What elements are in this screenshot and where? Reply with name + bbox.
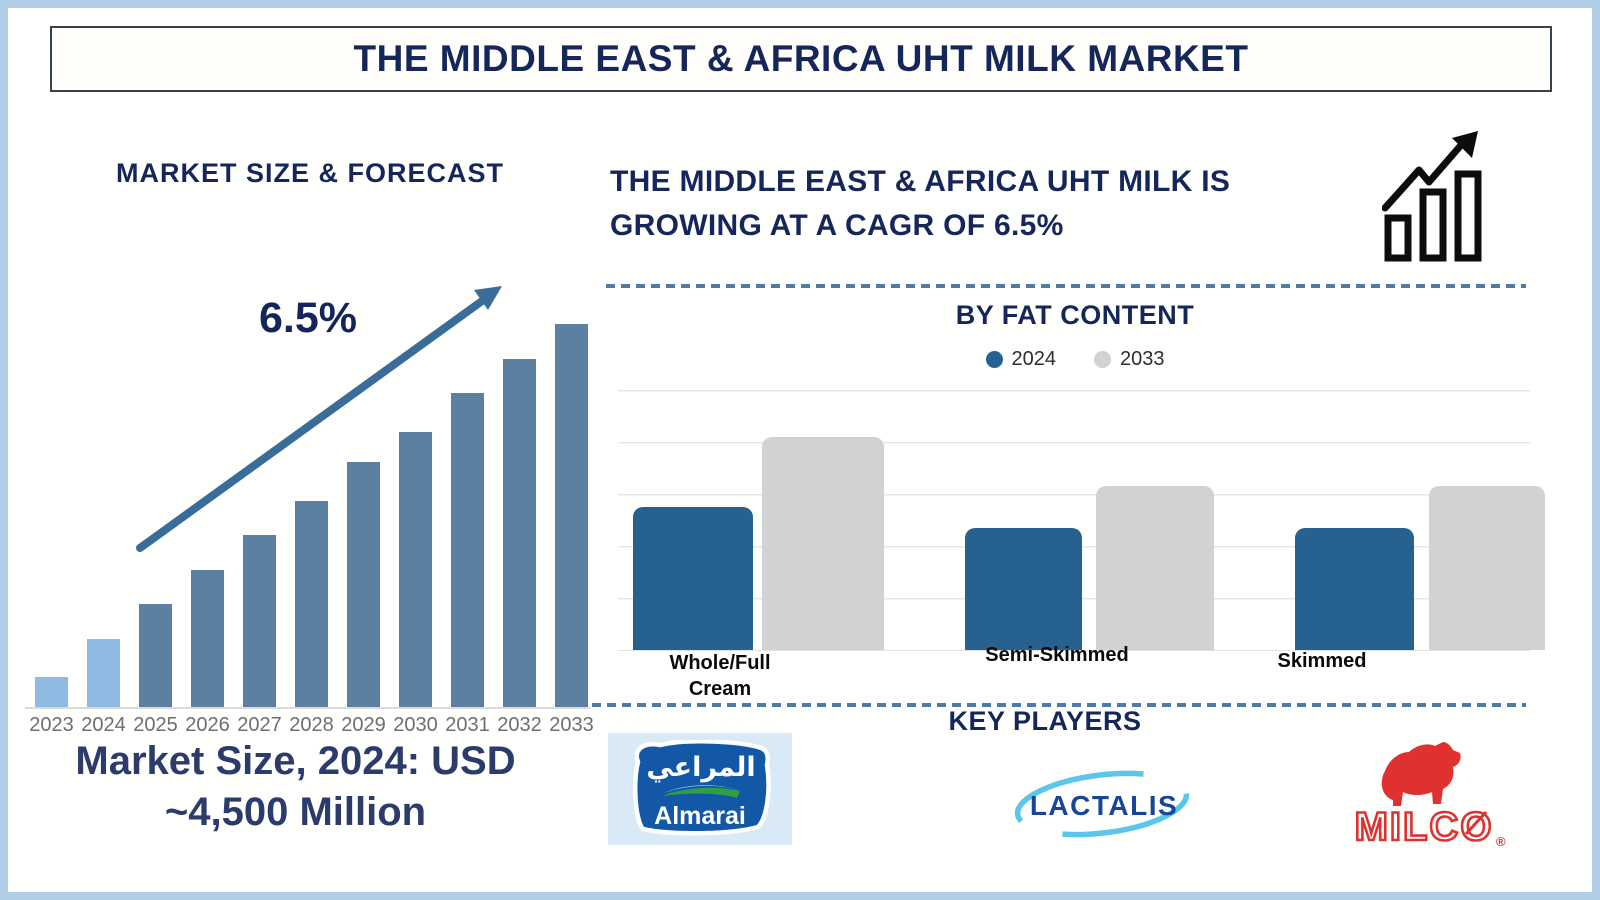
fat-bar-2024-category-0 <box>633 507 753 650</box>
fat-content-chart-title: BY FAT CONTENT <box>955 300 1195 330</box>
bar-growth-icon <box>1382 131 1482 262</box>
fat-category-label: Whole/Full Cream <box>669 652 771 700</box>
forecast-year-label: 2033 <box>549 714 594 736</box>
forecast-year-label: 2028 <box>289 714 334 736</box>
cagr-headline: THE MIDDLE EAST & AFRICA UHT MILK IS GRO… <box>610 160 1380 248</box>
forecast-bar-2027 <box>243 535 276 708</box>
milco-logo: MILCO ® <box>1346 740 1510 852</box>
title-banner: THE MIDDLE EAST & AFRICA UHT MILK MARKET <box>50 26 1552 92</box>
headline-line-2: GROWING AT A CAGR OF 6.5% <box>610 209 1064 243</box>
fat-bar-2033-category-2 <box>1429 486 1545 650</box>
legend-label: 2024 <box>1011 348 1057 370</box>
forecast-bar-2030 <box>399 431 432 708</box>
forecast-bar-2031 <box>451 393 484 708</box>
fat-content-legend: 2024 2033 <box>875 348 1275 371</box>
legend-item-2024: 2024 <box>985 348 1057 371</box>
page-title: THE MIDDLE EAST & AFRICA UHT MILK MARKET <box>353 38 1249 79</box>
lactalis-logo-graphic: LACTALIS <box>1014 770 1190 838</box>
fat-bar-2024-category-2 <box>1295 527 1414 650</box>
market-size-section-title: MARKET SIZE & FORECAST <box>115 158 504 188</box>
fat-content-bar-chart <box>618 390 1545 651</box>
forecast-baseline <box>25 707 590 709</box>
forecast-year-label: 2027 <box>237 714 282 736</box>
forecast-year-label: 2029 <box>341 714 386 736</box>
headline-line-1: THE MIDDLE EAST & AFRICA UHT MILK IS <box>610 165 1231 198</box>
forecast-year-label: 2024 <box>81 714 126 736</box>
almarai-arabic-text: المراعي <box>646 752 755 783</box>
fat-bar-2033-category-0 <box>762 436 884 650</box>
caption-line-2: ~4,500 Million <box>164 789 427 834</box>
lactalis-logo: LACTALIS <box>1012 760 1192 848</box>
milco-cow-silhouette <box>1381 742 1461 806</box>
fat-bar-2033-category-1 <box>1096 486 1214 650</box>
legend-swatch-2024 <box>985 351 1003 368</box>
forecast-bar-2025 <box>139 604 172 708</box>
key-players-title: KEY PLAYERS <box>948 706 1142 736</box>
milco-logo-graphic: MILCO ® <box>1353 742 1506 850</box>
legend-item-2033: 2033 <box>1094 348 1165 371</box>
forecast-bar-2023 <box>35 677 68 708</box>
forecast-bar-2033 <box>555 324 588 708</box>
fat-bar-2024-category-1 <box>965 527 1082 650</box>
forecast-year-label: 2030 <box>393 714 438 736</box>
forecast-year-label: 2023 <box>29 714 74 736</box>
almarai-wordmark: Almarai <box>654 802 746 830</box>
forecast-year-label: 2031 <box>445 714 490 736</box>
legend-swatch-2033 <box>1094 351 1111 368</box>
caption-line-1: Market Size, 2024: USD <box>75 739 516 783</box>
almarai-logo-graphic: المراعي Almarai <box>633 740 771 836</box>
milco-registered-mark: ® <box>1496 834 1506 849</box>
lactalis-wordmark: LACTALIS <box>1030 790 1178 821</box>
dashed-divider-bottom <box>592 703 1526 707</box>
forecast-bar-chart <box>35 324 607 708</box>
forecast-year-label: 2025 <box>133 714 178 736</box>
forecast-bar-2026 <box>191 569 224 708</box>
forecast-year-label: 2026 <box>185 714 230 736</box>
forecast-bar-2024 <box>87 638 120 708</box>
forecast-bar-2029 <box>347 462 380 708</box>
market-size-caption: Market Size, 2024: USD ~4,500 Million <box>28 736 563 838</box>
growth-trend-arrow-icon <box>136 286 502 552</box>
forecast-bar-2032 <box>503 358 536 708</box>
dashed-divider-top <box>606 284 1526 288</box>
forecast-bar-2028 <box>295 500 328 708</box>
forecast-year-label: 2032 <box>497 714 542 736</box>
fat-category-label: Skimmed <box>1277 650 1367 672</box>
cagr-annotation: 6.5% <box>258 294 357 342</box>
forecast-x-axis: 2023 2024 2025 2026 2027 2028 2029 2030 2031 2032… <box>29 714 635 740</box>
legend-label: 2033 <box>1120 348 1165 370</box>
milco-wordmark: MILCO <box>1355 805 1494 849</box>
almarai-logo: المراعي Almarai <box>608 733 792 845</box>
